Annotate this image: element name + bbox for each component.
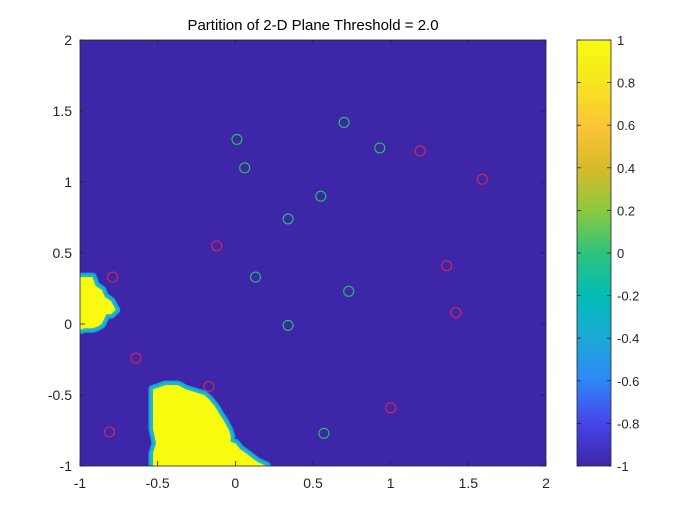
red-point-2: [476, 173, 488, 185]
decision-regions: [80, 272, 271, 466]
red-point-5: [107, 271, 119, 283]
red-point-4: [441, 260, 453, 272]
colorbar-tick-label: -0.4: [617, 331, 639, 346]
y-tick-label: 0.5: [53, 245, 73, 261]
red-point-3: [211, 240, 223, 252]
green-point-2: [239, 162, 251, 174]
colorbar-tick-label: 0: [617, 246, 624, 261]
y-tick-label: -0.5: [48, 387, 72, 403]
colorbar-tick-label: 0.8: [617, 76, 635, 91]
y-axis: -1 -0.5 0 0.5 1 1.5 2: [48, 32, 546, 474]
green-point-7: [249, 271, 262, 283]
colorbar-ticks: -1 -0.8 -0.6 -0.4 -0.2 0 0.2 0.4 0.6 0.8 1: [577, 33, 639, 474]
x-tick-label: -0.5: [146, 475, 170, 491]
y-tick-label: 1: [64, 174, 72, 190]
colorbar-tick-label: -1: [617, 459, 629, 474]
colorbar-tick-label: -0.8: [617, 416, 639, 431]
y-tick-label: -1: [60, 458, 73, 474]
green-point-4: [374, 142, 386, 154]
x-tick-label: 0: [231, 475, 239, 491]
red-point-1: [414, 145, 426, 157]
green-point-8: [343, 285, 355, 297]
colorbar-tick-label: 1: [617, 33, 624, 48]
colorbar: -1 -0.8 -0.6 -0.4 -0.2 0 0.2 0.4 0.6 0.8 1: [576, 33, 639, 474]
x-tick-label: 0.5: [303, 475, 323, 491]
red-point-8: [203, 380, 215, 393]
x-tick-label: -1: [74, 475, 87, 491]
colorbar-tick-label: 0.6: [617, 118, 635, 133]
y-tick-label: 0: [64, 316, 72, 332]
green-point-5: [315, 190, 327, 202]
colorbar-tick-label: 0.4: [617, 161, 635, 176]
green-point-9: [282, 319, 294, 331]
colorbar-gradient: [576, 39, 612, 467]
x-axis: -1 -0.5 0 0.5 1 1.5 2: [74, 40, 550, 491]
red-point-7: [130, 352, 142, 364]
red-point-9: [385, 402, 397, 414]
x-tick-label: 1.5: [459, 475, 479, 491]
colorbar-tick-label: -0.2: [617, 289, 639, 304]
green-point-10: [318, 427, 330, 439]
y-tick-label: 1.5: [53, 103, 73, 119]
plot-area: [79, 39, 547, 467]
green-point-3: [338, 116, 350, 128]
region-positive-2: [153, 385, 267, 466]
colorbar-tick-label: -0.6: [617, 374, 639, 389]
x-tick-label: 2: [542, 475, 550, 491]
red-point-6: [450, 307, 462, 319]
green-point-6: [282, 213, 294, 225]
y-tick-label: 2: [64, 32, 72, 48]
data-points: [103, 116, 488, 439]
region-positive-1: [80, 277, 116, 330]
red-point-10: [103, 426, 116, 438]
chart-title: Partition of 2-D Plane Threshold = 2.0: [187, 17, 438, 34]
green-point-1: [231, 133, 243, 145]
colorbar-tick-label: 0.2: [617, 203, 635, 218]
x-tick-label: 1: [387, 475, 395, 491]
